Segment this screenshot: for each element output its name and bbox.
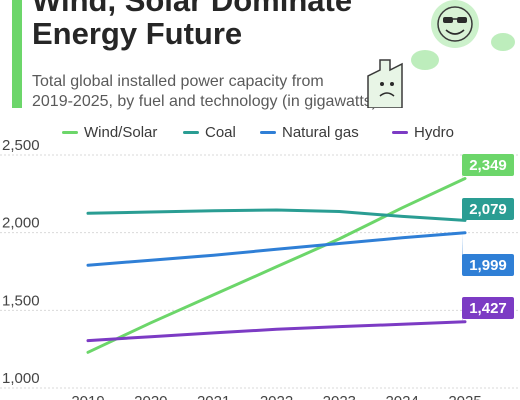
end-label-box-wind-solar (462, 154, 514, 176)
chart-title-line-1: Wind, Solar Dominate (32, 0, 353, 18)
y-tick-label: 2,500 (2, 137, 40, 154)
x-tick-label: 2020 (134, 393, 167, 400)
x-tick-label: 2023 (323, 393, 356, 400)
end-label-coal: 2,079 (469, 201, 507, 218)
y-tick-label: 1,500 (2, 292, 40, 309)
y-tick-label: 2,000 (2, 215, 40, 232)
series-line-natural-gas (86, 231, 467, 267)
title-accent-bar (12, 0, 22, 108)
legend-swatch (183, 131, 199, 134)
end-label-hydro: 1,427 (469, 300, 507, 317)
end-label-box-hydro (462, 297, 514, 319)
x-tick-label: 2025 (448, 393, 481, 400)
leaf-cloud-icon (411, 33, 515, 70)
chart-title: Wind, Solar Dominate Energy Future (32, 0, 352, 50)
x-tick-label: 2019 (71, 393, 104, 400)
sad-factory-icon (367, 59, 403, 108)
legend-item-coal: Coal (183, 124, 236, 141)
chart-subtitle-line-2: 2019-2025, by fuel and technology (in gi… (32, 93, 378, 110)
sun-factory-illustration (367, 0, 515, 108)
legend-label: Wind/Solar (84, 124, 158, 141)
series-line-wind-solar (86, 177, 467, 354)
legend-item-wind-solar: Wind/Solar (62, 124, 157, 141)
end-label-pointer-natural-gas (462, 232, 463, 272)
y-tick-label: 1,000 (2, 370, 40, 387)
x-tick-label: 2024 (385, 393, 418, 400)
legend-label: Natural gas (282, 124, 359, 141)
x-tick-label: 2021 (197, 393, 230, 400)
legend-label: Hydro (414, 124, 455, 141)
series-line-hydro (86, 320, 467, 343)
series-line-coal (86, 208, 467, 222)
legend-swatch (392, 131, 408, 134)
chart-subtitle-line-1: Total global installed power capacity fr… (32, 73, 324, 90)
legend-label: Coal (205, 124, 236, 141)
end-label-natural-gas: 1,999 (469, 257, 507, 274)
end-label-box-coal (462, 198, 514, 220)
smiling-sun-icon (431, 0, 479, 48)
chart-title-line-2: Energy Future (32, 16, 243, 51)
legend-swatch (62, 131, 78, 134)
x-tick-label: 2022 (260, 393, 293, 400)
chart-subtitle: Total global installed power capacity fr… (32, 72, 377, 112)
legend-item-natural-gas: Natural gas (260, 124, 359, 141)
legend-item-hydro: Hydro (392, 124, 454, 141)
legend-swatch (260, 131, 276, 134)
chart-legend: Wind/Solar Coal Natural gas Hydro (0, 124, 520, 144)
end-label-wind-solar: 2,349 (469, 157, 507, 174)
end-label-box-natural-gas (462, 254, 514, 276)
